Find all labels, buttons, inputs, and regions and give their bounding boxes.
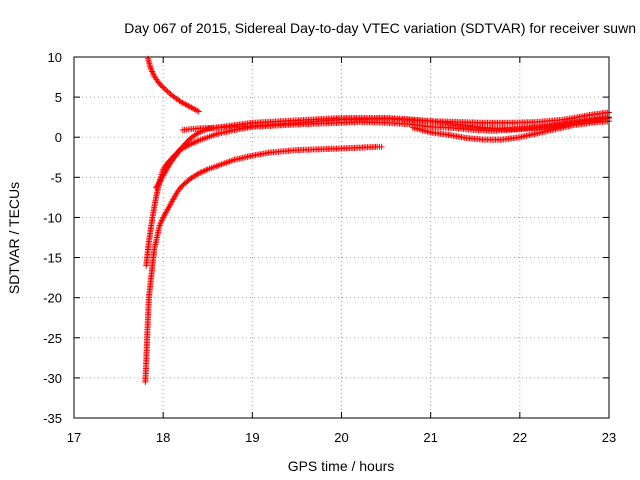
y-tick-label: -15 xyxy=(43,251,62,266)
data-point-interp xyxy=(159,83,166,90)
data-point xyxy=(186,141,193,148)
data-point-interp xyxy=(201,167,208,174)
data-point xyxy=(195,170,202,177)
x-tick-label: 20 xyxy=(334,430,348,445)
y-tick-label: -25 xyxy=(43,331,62,346)
data-point xyxy=(378,143,385,150)
x-axis-ticks: 17 18 19 20 21 22 23 xyxy=(67,57,616,445)
y-tick-label: -20 xyxy=(43,291,62,306)
y-axis-label: SDTVAR / TECUs xyxy=(6,182,22,294)
x-tick-label: 23 xyxy=(602,430,616,445)
y-axis-ticks: -35 -30 -25 -20 -15 -10 -5 0 5 10 xyxy=(43,50,609,426)
data-point-interp xyxy=(197,169,204,176)
data-point xyxy=(164,88,171,95)
plot-area xyxy=(142,55,612,385)
data-points xyxy=(142,55,612,385)
data-point-interp xyxy=(188,140,195,147)
y-tick-label: -10 xyxy=(43,210,62,225)
data-point-interp xyxy=(194,138,201,145)
y-tick-label: 10 xyxy=(48,50,62,65)
data-point-interp xyxy=(155,180,162,187)
data-point xyxy=(195,108,202,115)
y-tick-label: 0 xyxy=(55,130,62,145)
data-point-interp xyxy=(166,89,173,96)
data-point-interp xyxy=(200,168,207,175)
x-axis-label: GPS time / hours xyxy=(288,458,395,474)
x-tick-label: 18 xyxy=(156,430,170,445)
y-tick-label: -30 xyxy=(43,371,62,386)
data-point-interp xyxy=(194,107,201,114)
data-point-interp xyxy=(191,139,198,146)
y-tick-label: 5 xyxy=(55,90,62,105)
data-point-interp xyxy=(203,166,210,173)
x-tick-label: 19 xyxy=(245,430,259,445)
y-tick-label: -5 xyxy=(50,170,62,185)
y-tick-label: -35 xyxy=(43,411,62,426)
chart-title: Day 067 of 2015, Sidereal Day-to-day VTE… xyxy=(124,20,636,36)
data-point-interp xyxy=(161,85,168,92)
data-point xyxy=(160,84,167,91)
x-tick-label: 17 xyxy=(67,430,81,445)
data-point-interp xyxy=(189,140,196,147)
data-point-interp xyxy=(172,153,179,160)
x-tick-label: 22 xyxy=(513,430,527,445)
data-point-interp xyxy=(192,138,199,145)
x-tick-label: 21 xyxy=(423,430,437,445)
data-point-interp xyxy=(163,87,170,94)
data-point-interp xyxy=(198,168,205,175)
